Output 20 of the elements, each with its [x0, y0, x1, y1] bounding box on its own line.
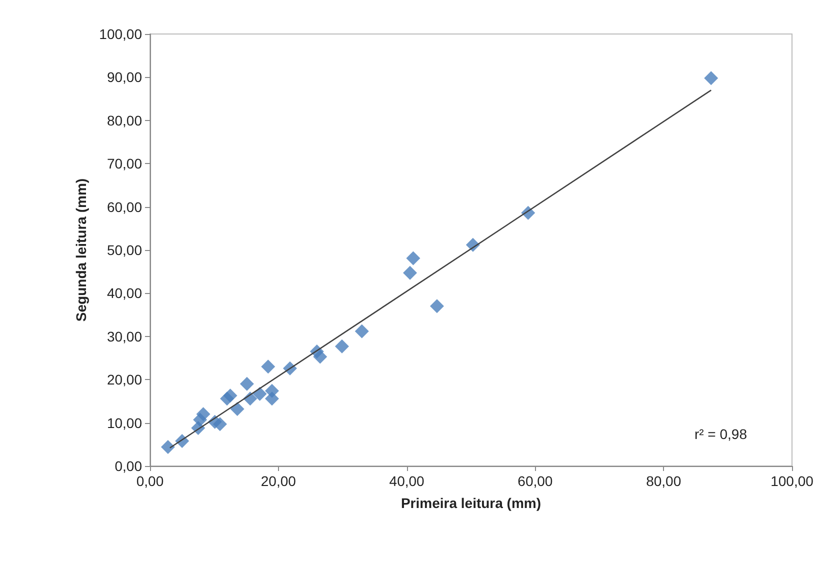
y-tick-label: 10,00: [106, 414, 142, 431]
y-tick-label: 0,00: [114, 458, 142, 474]
y-tick-label: 40,00: [106, 285, 142, 302]
x-tick-label: 20,00: [260, 473, 296, 489]
y-tick-label: 60,00: [106, 198, 142, 215]
x-tick-label: 0,00: [136, 473, 164, 489]
y-tick-label: 30,00: [106, 328, 142, 344]
annotation: r² = 0,98: [694, 426, 748, 442]
y-tick-label: 90,00: [106, 69, 142, 86]
y-tick-label: 100,00: [99, 26, 142, 42]
y-tick-label: 20,00: [106, 372, 142, 388]
x-tick-label: 80,00: [646, 473, 682, 489]
x-tick-label: 100,00: [770, 473, 814, 489]
y-tick-label: 50,00: [106, 242, 142, 258]
y-axis-title: Segunda leitura (mm): [73, 178, 89, 322]
y-tick-label: 80,00: [106, 112, 142, 128]
y-tick-label: 70,00: [106, 156, 142, 172]
x-tick-label: 60,00: [518, 473, 553, 489]
x-axis-title: Primeira leitura (mm): [400, 495, 542, 511]
x-tick-label: 40,00: [389, 473, 425, 489]
